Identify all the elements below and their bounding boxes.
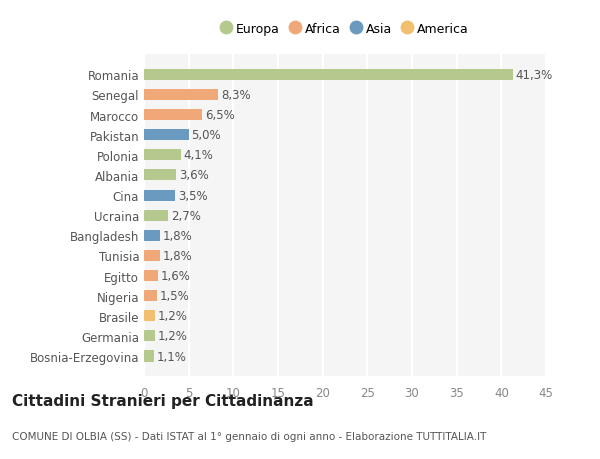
Text: 5,0%: 5,0% [191,129,221,142]
Text: 1,2%: 1,2% [157,330,187,343]
Text: 4,1%: 4,1% [184,149,213,162]
Bar [144,351,154,362]
Bar [144,90,218,101]
Legend: Europa, Africa, Asia, America: Europa, Africa, Asia, America [217,20,473,40]
Text: 1,6%: 1,6% [161,269,191,282]
Bar [144,250,160,262]
Text: 1,8%: 1,8% [163,249,193,263]
Text: 2,7%: 2,7% [171,209,200,222]
Text: 1,1%: 1,1% [157,350,187,363]
Text: Cittadini Stranieri per Cittadinanza: Cittadini Stranieri per Cittadinanza [12,393,314,409]
Text: 1,8%: 1,8% [163,230,193,242]
Bar [144,130,188,141]
Bar [144,210,168,221]
Text: COMUNE DI OLBIA (SS) - Dati ISTAT al 1° gennaio di ogni anno - Elaborazione TUTT: COMUNE DI OLBIA (SS) - Dati ISTAT al 1° … [12,431,487,441]
Text: 6,5%: 6,5% [205,109,235,122]
Bar [144,70,513,81]
Text: 41,3%: 41,3% [515,69,553,82]
Text: 1,2%: 1,2% [157,310,187,323]
Bar [144,311,155,322]
Bar [144,110,202,121]
Text: 8,3%: 8,3% [221,89,250,102]
Text: 3,6%: 3,6% [179,169,209,182]
Text: 1,5%: 1,5% [160,290,190,302]
Bar [144,330,155,341]
Bar [144,170,176,181]
Bar [144,150,181,161]
Bar [144,230,160,241]
Bar [144,270,158,281]
Text: 3,5%: 3,5% [178,189,208,202]
Bar [144,291,157,302]
Bar [144,190,175,201]
